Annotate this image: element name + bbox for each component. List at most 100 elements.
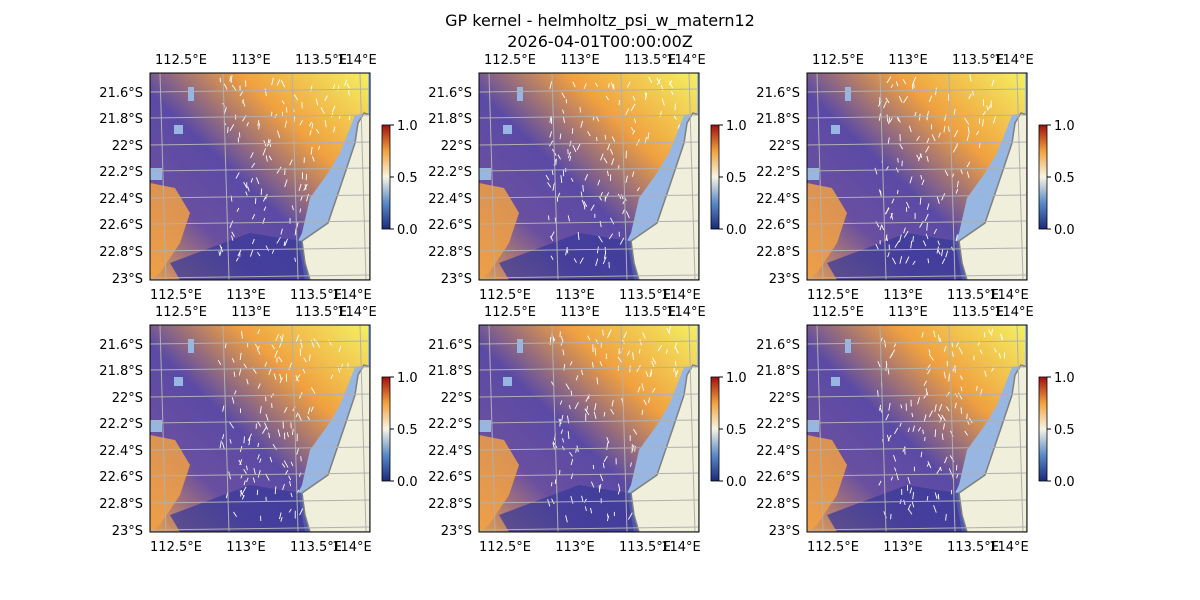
gridline-lon <box>222 325 230 532</box>
velocity-arrow <box>229 422 235 429</box>
velocity-arrow <box>239 490 245 497</box>
lat-tick: 22.4°S <box>428 444 472 459</box>
colorbar-tick-label: 0.5 <box>726 423 747 438</box>
gridline-lat <box>807 274 1027 279</box>
velocity-arrow <box>259 458 262 463</box>
velocity-arrow <box>903 230 909 238</box>
velocity-arrow <box>928 353 934 361</box>
velocity-arrow <box>943 125 946 133</box>
velocity-arrow <box>560 336 564 342</box>
gridline-lat <box>807 141 1027 146</box>
velocity-arrow <box>310 406 314 412</box>
velocity-arrow <box>569 155 572 162</box>
velocity-arrow <box>959 375 963 380</box>
velocity-arrow <box>239 91 244 97</box>
velocity-arrow <box>925 145 930 153</box>
gridline-lat <box>479 419 699 424</box>
velocity-arrow <box>610 408 615 415</box>
gridline-lat <box>150 446 370 451</box>
velocity-arrow <box>921 179 925 186</box>
velocity-arrow <box>632 130 636 135</box>
velocity-arrow <box>625 108 630 115</box>
water-patch <box>831 125 840 134</box>
gridline-lat <box>150 393 370 398</box>
figure-title: GP kernel - helmholtz_psi_w_matern12 <box>445 11 755 31</box>
velocity-arrow <box>622 209 625 215</box>
gridline-lat <box>150 114 370 119</box>
velocity-arrow <box>270 111 273 117</box>
velocity-arrow <box>957 392 963 400</box>
lat-tick: 22.2°S <box>428 165 472 180</box>
velocity-arrow <box>581 495 584 503</box>
velocity-arrow <box>675 370 679 376</box>
velocity-arrow <box>899 234 902 243</box>
velocity-arrow <box>246 121 249 127</box>
lat-tick: 22.4°S <box>99 444 143 459</box>
velocity-arrow <box>245 465 248 471</box>
velocity-arrow <box>569 451 573 457</box>
velocity-arrow <box>921 332 924 338</box>
velocity-arrow <box>584 173 589 181</box>
colorbar-tick-label: 1.0 <box>397 119 418 134</box>
colorbar-tick-label: 0.0 <box>726 475 747 490</box>
velocity-arrow <box>231 358 235 363</box>
velocity-arrow <box>618 483 621 492</box>
gridline-lat <box>479 499 699 504</box>
velocity-arrow <box>638 349 641 354</box>
land-area <box>301 112 370 280</box>
velocity-arrow <box>609 148 614 155</box>
velocity-arrow <box>597 179 601 186</box>
lon-tick-top: 113.5°E <box>952 305 1004 320</box>
velocity-arrow <box>934 87 937 96</box>
gridline-lat <box>807 88 1027 93</box>
velocity-arrow <box>563 364 566 371</box>
gridline-lat <box>807 247 1027 252</box>
velocity-arrow <box>649 369 653 377</box>
water-patch <box>503 377 512 386</box>
velocity-arrow <box>281 100 285 105</box>
lat-tick: 22.8°S <box>428 497 472 512</box>
velocity-arrow <box>271 249 275 254</box>
velocity-arrow <box>294 257 297 262</box>
velocity-arrow <box>217 359 222 365</box>
velocity-arrow <box>907 427 910 433</box>
velocity-arrow <box>581 199 586 208</box>
velocity-arrow <box>549 140 554 147</box>
velocity-arrow <box>916 154 920 161</box>
velocity-arrow <box>626 350 631 356</box>
velocity-arrow <box>567 431 570 440</box>
velocity-arrow <box>952 146 957 153</box>
velocity-arrow <box>960 169 963 175</box>
velocity-arrow <box>608 233 614 240</box>
velocity-arrow <box>923 380 927 386</box>
velocity-arrow <box>547 499 551 507</box>
gridline-lon <box>816 325 824 532</box>
velocity-arrow <box>987 104 992 111</box>
velocity-arrow <box>256 345 260 351</box>
velocity-arrow <box>331 112 334 118</box>
velocity-arrow <box>611 82 614 89</box>
velocity-arrow <box>251 214 256 220</box>
velocity-arrow <box>223 106 227 114</box>
lat-tick: 21.6°S <box>756 86 800 101</box>
velocity-arrow <box>651 360 655 367</box>
lat-tick: 23°S <box>441 524 472 539</box>
velocity-arrow <box>243 363 247 369</box>
velocity-arrow <box>897 157 899 163</box>
gridline-lon <box>551 73 559 280</box>
velocity-arrow <box>324 95 328 102</box>
gridline-lat <box>150 220 370 225</box>
lon-tick-top: 112.5°E <box>484 53 536 68</box>
lat-tick: 22°S <box>769 391 800 406</box>
velocity-arrow <box>579 257 584 264</box>
velocity-arrow <box>267 139 271 145</box>
velocity-arrow <box>602 329 604 336</box>
field-left-band <box>479 435 519 532</box>
colorbar-tick-label: 0.0 <box>726 223 747 238</box>
velocity-arrow <box>295 373 301 381</box>
axes-frame <box>478 324 700 533</box>
velocity-arrow <box>887 434 892 442</box>
velocity-arrow <box>605 95 609 101</box>
colorbar-tick-label: 0.5 <box>726 171 747 186</box>
velocity-arrow <box>933 228 938 235</box>
